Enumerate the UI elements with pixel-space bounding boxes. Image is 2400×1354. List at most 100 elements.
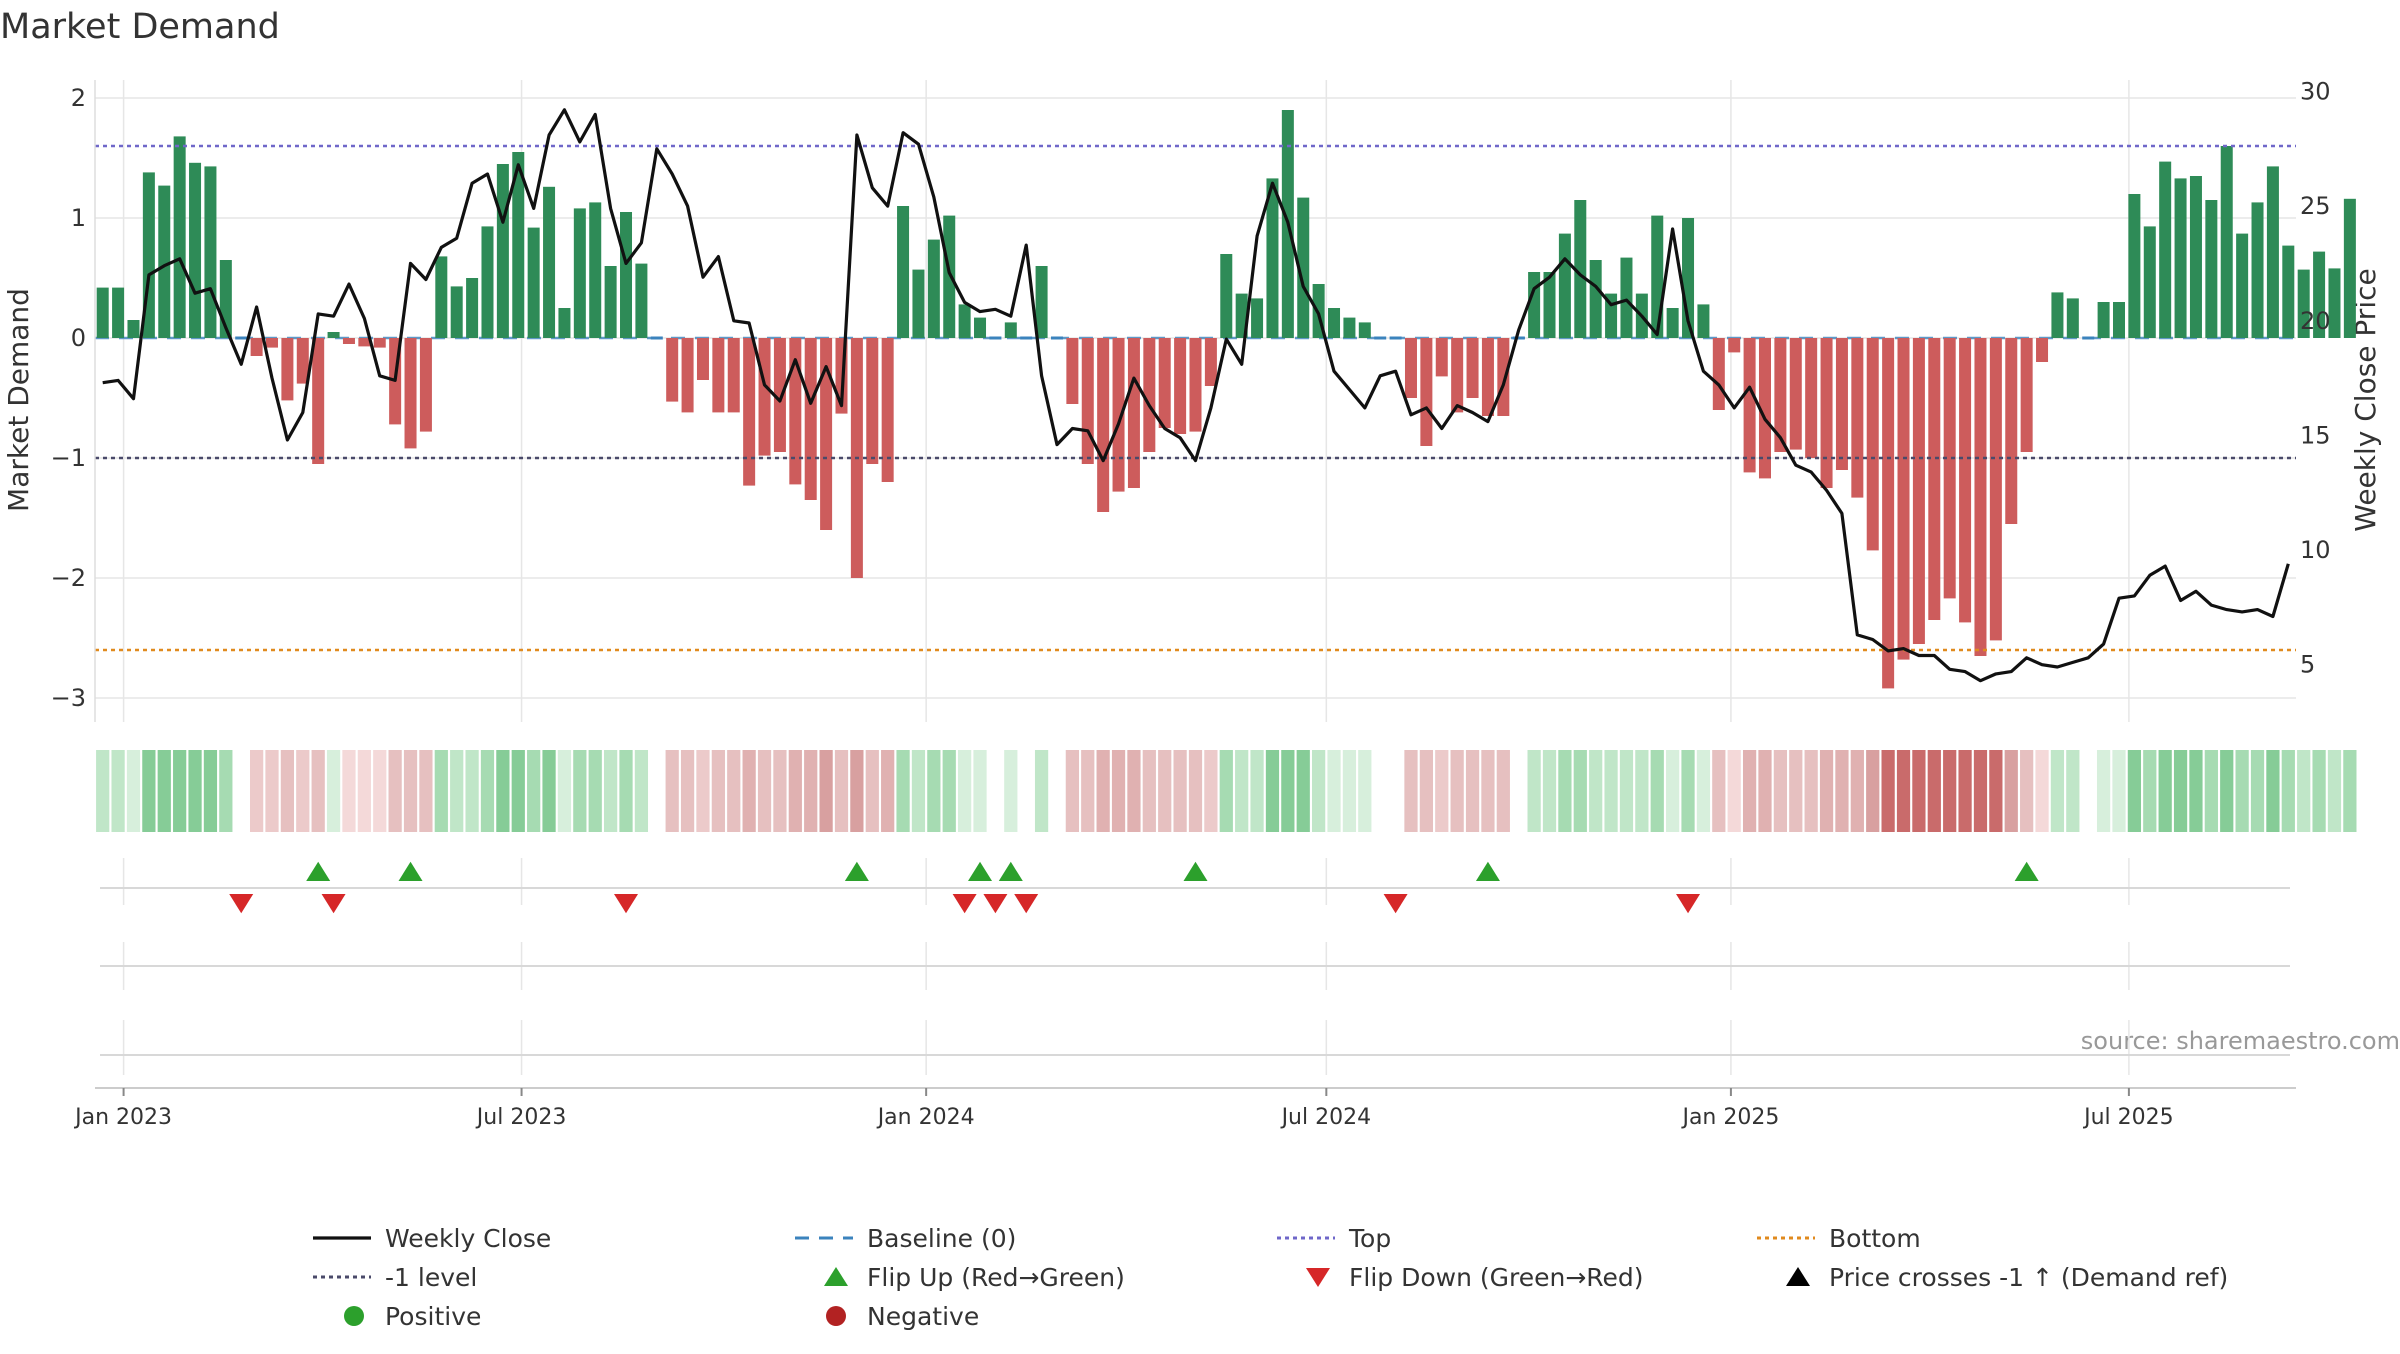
demand-bar — [2344, 199, 2356, 338]
demand-bar — [2067, 298, 2079, 338]
legend-label: Positive — [385, 1302, 481, 1331]
heat-cell — [819, 750, 832, 832]
demand-bar — [1482, 338, 1494, 416]
flip-down-marker — [953, 894, 977, 913]
heat-cell — [219, 750, 232, 832]
demand-bar — [1251, 298, 1263, 338]
demand-bar — [712, 338, 724, 412]
demand-bar — [1205, 338, 1217, 386]
demand-bar — [1097, 338, 1109, 512]
heat-cell — [2097, 750, 2110, 832]
demand-bar — [2051, 292, 2063, 338]
heat-cell — [958, 750, 971, 832]
heat-cell — [1158, 750, 1171, 832]
demand-bar — [481, 226, 493, 338]
heat-cell — [727, 750, 740, 832]
demand-bar — [558, 308, 570, 338]
legend-triangle-down-icon — [1306, 1268, 1330, 1287]
demand-bar — [1620, 258, 1632, 338]
heat-cell — [1035, 750, 1048, 832]
y-tick-label-left-1: 1 — [71, 204, 86, 232]
x-tick-label-0: Jan 2023 — [73, 1105, 172, 1130]
demand-bar — [174, 136, 186, 338]
heat-cell — [1512, 750, 1525, 832]
demand-bar — [1174, 338, 1186, 434]
legend-label: Flip Down (Green→Red) — [1349, 1263, 1644, 1292]
demand-bar — [2236, 234, 2248, 338]
heat-cell — [281, 750, 294, 832]
demand-bar — [2098, 302, 2110, 338]
demand-bar — [2221, 146, 2233, 338]
demand-bar — [605, 266, 617, 338]
demand-bar — [912, 270, 924, 338]
heat-cell — [804, 750, 817, 832]
heat-cell — [1173, 750, 1186, 832]
demand-bar — [420, 338, 432, 432]
heat-cell — [1297, 750, 1310, 832]
demand-bar — [697, 338, 709, 380]
heat-cell — [111, 750, 124, 832]
demand-bar — [328, 332, 340, 338]
heat-cell — [204, 750, 217, 832]
demand-bar — [1128, 338, 1140, 488]
x-tick-label-3: Jul 2024 — [1280, 1105, 1372, 1130]
heat-cell — [835, 750, 848, 832]
heat-cell — [158, 750, 171, 832]
legend-item: Price crosses -1 ↑ (Demand ref) — [1786, 1263, 2228, 1292]
legend-label: Flip Up (Red→Green) — [867, 1263, 1125, 1292]
legend-label: Baseline (0) — [867, 1224, 1016, 1253]
demand-bar — [620, 212, 632, 338]
heat-cell — [342, 750, 355, 832]
heat-cell — [666, 750, 679, 832]
heat-cell — [265, 750, 278, 832]
flip-up-marker — [2015, 862, 2039, 881]
demand-bar — [266, 338, 278, 348]
demand-bars — [95, 110, 2356, 688]
heat-cell — [1066, 750, 1079, 832]
chart-title: Market Demand — [0, 7, 280, 47]
flip-up-marker — [968, 862, 992, 881]
heat-cell — [373, 750, 386, 832]
demand-bar — [1328, 308, 1340, 338]
heat-cell — [2174, 750, 2187, 832]
heat-cell — [758, 750, 771, 832]
demand-bar — [897, 206, 909, 338]
heat-cell — [450, 750, 463, 832]
heat-cell — [235, 750, 248, 832]
x-tick-label-5: Jul 2025 — [2082, 1105, 2174, 1130]
heat-cell — [1020, 750, 1033, 832]
demand-bar — [1898, 338, 1910, 660]
legend-label: Negative — [867, 1302, 979, 1331]
heat-cell — [2159, 750, 2172, 832]
heat-cell — [435, 750, 448, 832]
demand-bar — [435, 256, 447, 338]
legend-label: Bottom — [1829, 1224, 1921, 1253]
y-tick-label-left-5: −3 — [51, 684, 86, 712]
heat-cell — [1389, 750, 1402, 832]
heat-cell — [1127, 750, 1140, 832]
demand-bar — [543, 187, 555, 338]
demand-bar — [1713, 338, 1725, 410]
demand-bar — [1082, 338, 1094, 464]
demand-bar — [2252, 202, 2264, 338]
heat-cell — [743, 750, 756, 832]
demand-bar — [2128, 194, 2140, 338]
demand-bar — [928, 240, 940, 338]
demand-bar — [1467, 338, 1479, 398]
flip-up-marker — [845, 862, 869, 881]
x-tick-label-4: Jan 2025 — [1680, 1105, 1779, 1130]
demand-bar — [1497, 338, 1509, 416]
flip-up-marker — [399, 862, 423, 881]
heat-cell — [1112, 750, 1125, 832]
heat-cell — [2312, 750, 2325, 832]
heat-cell — [2236, 750, 2249, 832]
legend-item: Positive — [344, 1302, 481, 1331]
demand-bar — [959, 304, 971, 338]
heat-cell — [1589, 750, 1602, 832]
demand-bar — [943, 216, 955, 338]
demand-bar — [1928, 338, 1940, 620]
demand-bar — [1220, 254, 1232, 338]
heat-cell — [127, 750, 140, 832]
heat-cell — [1451, 750, 1464, 832]
heat-cell — [604, 750, 617, 832]
